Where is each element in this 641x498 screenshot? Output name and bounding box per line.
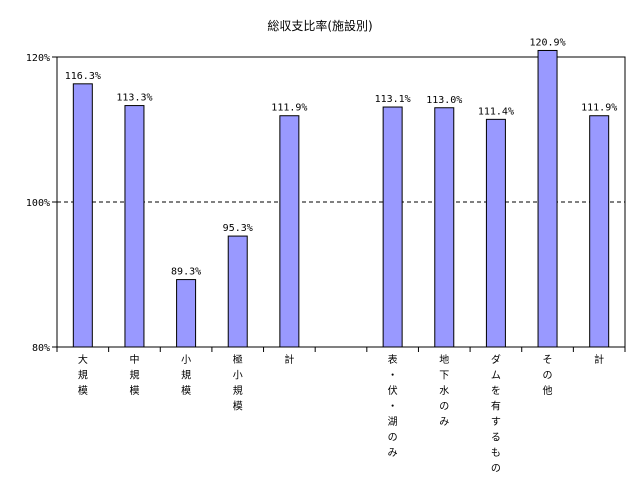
y-tick-label: 100%: [26, 198, 50, 209]
x-tick-label: 地下水のみ: [439, 353, 449, 428]
data-label: 113.1%: [375, 94, 411, 105]
data-label: 111.9%: [271, 103, 307, 114]
x-tick-label: 計: [284, 353, 294, 366]
data-label: 113.3%: [116, 93, 152, 104]
bar: [279, 115, 300, 348]
bar: [176, 279, 197, 348]
bar: [589, 115, 610, 348]
x-tick-label: 極小規模: [233, 353, 243, 413]
bar: [434, 107, 455, 348]
bar: [124, 105, 145, 348]
bar: [382, 106, 403, 348]
bar: [227, 235, 248, 348]
data-label: 89.3%: [171, 267, 201, 278]
bar: [537, 49, 558, 348]
x-tick-label: 中規模: [129, 353, 139, 397]
x-tick-label: 大規模: [78, 353, 88, 397]
x-tick-label: 表・伏・湖のみ: [388, 353, 398, 459]
data-label: 95.3%: [223, 223, 253, 234]
data-label: 111.4%: [478, 106, 514, 117]
x-tick-label: ダムを有するもの: [491, 353, 501, 475]
chart-title: 総収支比率(施設別): [267, 18, 372, 33]
x-tick-label: その他: [543, 354, 553, 397]
plot-area: 80% 100% 120% 116.3% 大規模 113.3% 中規模 89.3% 小規模 95.…: [26, 37, 626, 475]
data-label: 120.9%: [529, 37, 565, 48]
data-label: 116.3%: [65, 71, 101, 82]
y-tick-label: 120%: [26, 53, 50, 64]
x-tick-label: 小規模: [181, 354, 191, 397]
bar: [485, 118, 506, 348]
data-label: 113.0%: [426, 95, 462, 106]
bar: [72, 83, 93, 348]
x-tick-label: 計: [594, 353, 604, 366]
data-label: 111.9%: [581, 103, 617, 114]
y-tick-label: 80%: [32, 343, 50, 354]
